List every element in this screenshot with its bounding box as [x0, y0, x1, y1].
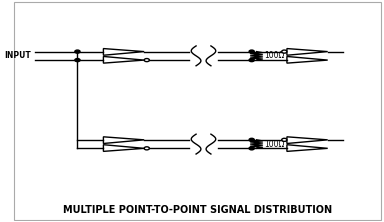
Text: INPUT: INPUT	[4, 51, 31, 60]
Text: MULTIPLE POINT-TO-POINT SIGNAL DISTRIBUTION: MULTIPLE POINT-TO-POINT SIGNAL DISTRIBUT…	[63, 205, 333, 215]
Circle shape	[75, 50, 80, 53]
Circle shape	[144, 59, 149, 62]
Circle shape	[249, 50, 254, 53]
Circle shape	[144, 147, 149, 150]
Circle shape	[282, 50, 287, 53]
Circle shape	[249, 59, 254, 62]
Circle shape	[75, 59, 80, 62]
Text: 100Ω: 100Ω	[265, 140, 285, 149]
Circle shape	[282, 138, 287, 141]
Text: 100Ω: 100Ω	[265, 51, 285, 60]
Circle shape	[249, 138, 254, 141]
Circle shape	[249, 147, 254, 150]
